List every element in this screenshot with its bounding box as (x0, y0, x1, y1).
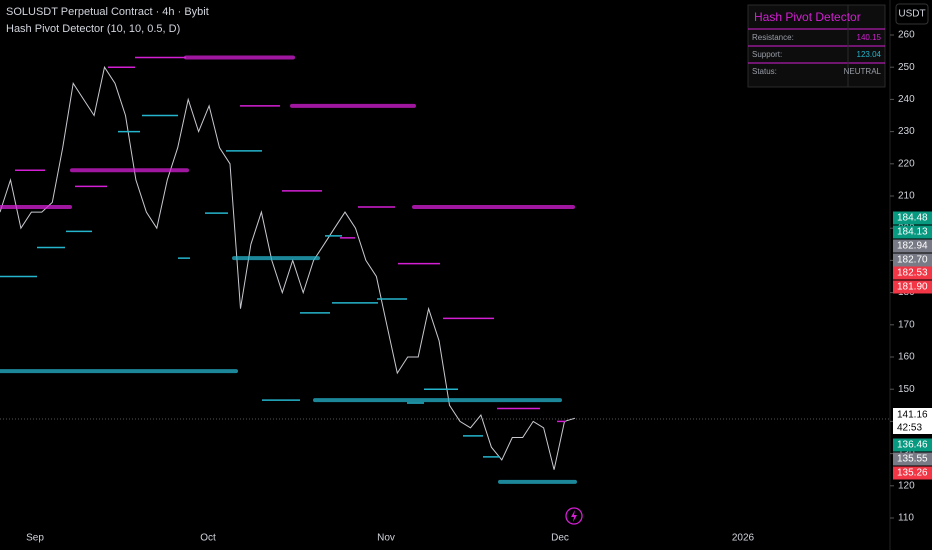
y-tick-label: 170 (898, 319, 915, 330)
price-badge (893, 466, 932, 480)
price-badge-label: 136.46 (897, 440, 928, 451)
price-badge (893, 266, 932, 280)
table-cell: Resistance: (752, 33, 794, 42)
price-badge-label: 184.48 (897, 213, 928, 224)
y-tick-label: 260 (898, 30, 915, 41)
table-title: Hash Pivot Detector (754, 10, 861, 24)
y-tick-label: 240 (898, 94, 915, 105)
y-tick-label: 250 (898, 62, 915, 73)
y-tick-label: 160 (898, 352, 915, 363)
price-badge-label: 182.70 (897, 255, 928, 266)
countdown: 42:53 (897, 423, 922, 434)
alert-icon-bolt (571, 510, 577, 522)
price-badge-label: 135.55 (897, 454, 928, 465)
price-badge-label: 182.94 (897, 241, 928, 252)
unit-label: USDT (898, 9, 925, 20)
price-badge (893, 408, 932, 434)
price-line (0, 65, 576, 470)
x-tick-label: Oct (200, 533, 216, 544)
price-badge-label: 141.16 (897, 410, 928, 421)
price-badge-label: 135.26 (897, 468, 928, 479)
indicator-title: Hash Pivot Detector (10, 10, 0.5, D) (6, 23, 180, 35)
price-badge (893, 239, 932, 253)
symbol-title: SOLUSDT Perpetual Contract · 4h · Bybit (6, 6, 209, 18)
price-badge (893, 438, 932, 452)
table-cell: Status: (752, 67, 777, 76)
x-tick-label: Sep (26, 533, 44, 544)
price-badge-label: 181.90 (897, 282, 928, 293)
x-tick-label: Nov (377, 533, 395, 544)
price-badge (893, 211, 932, 225)
table-cell: Support: (752, 50, 782, 59)
price-badge (893, 225, 932, 239)
alert-icon[interactable] (565, 507, 583, 525)
table-cell: NEUTRAL (844, 67, 882, 76)
unit-box (895, 3, 929, 25)
price-badge-label: 182.53 (897, 268, 928, 279)
x-tick-label: Dec (551, 533, 569, 544)
table-cell: 123.04 (857, 50, 882, 59)
price-badge-label: 184.13 (897, 227, 928, 238)
y-tick-label: 150 (898, 384, 915, 395)
price-badge (893, 452, 932, 466)
price-badge (893, 253, 932, 267)
table-cell: 140.15 (857, 33, 882, 42)
y-tick-label: 230 (898, 126, 915, 137)
y-tick-label: 210 (898, 191, 915, 202)
y-tick-label: 220 (898, 158, 915, 169)
y-tick-label: 120 (898, 480, 915, 491)
info-table: Hash Pivot Detector Resistance: 140.15 S… (747, 4, 886, 88)
y-tick-label: 110 (898, 513, 914, 524)
price-badge (893, 280, 932, 294)
x-tick-label: 2026 (732, 533, 755, 544)
